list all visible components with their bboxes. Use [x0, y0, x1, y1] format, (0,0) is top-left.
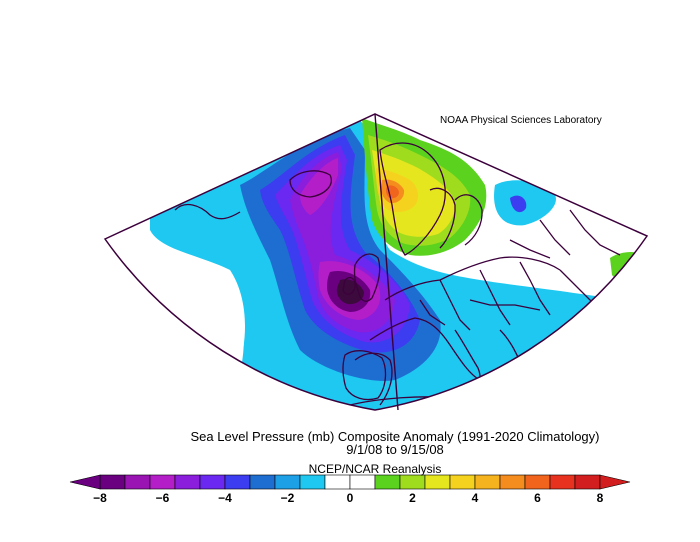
colorbar-swatch: [199, 474, 226, 490]
map-sector-outline: [103, 113, 649, 411]
colorbar-tick-label: 2: [409, 491, 416, 505]
colorbar-tick-label: −2: [281, 491, 295, 505]
colorbar-tick-label: 8: [597, 491, 604, 505]
colorbar-swatch: [424, 474, 451, 490]
colorbar-arrow-low: [69, 474, 101, 490]
colorbar-swatch: [249, 474, 276, 490]
colorbar-swatch: [149, 474, 176, 490]
colorbar-swatch: [574, 474, 601, 490]
colorbar-swatch: [124, 474, 151, 490]
colorbar-arrow-high: [599, 474, 631, 490]
contour-minus-2-east: [510, 195, 527, 213]
colorbar-swatch: [324, 474, 351, 490]
colorbar-swatch: [174, 474, 201, 490]
colorbar-tick-label: 0: [347, 491, 354, 505]
colorbar-swatch: [499, 474, 526, 490]
colorbar-swatch: [524, 474, 551, 490]
colorbar-swatch: [449, 474, 476, 490]
colorbar-swatch: [374, 474, 401, 490]
chart-title: Sea Level Pressure (mb) Composite Anomal…: [190, 429, 600, 444]
anomaly-contours: [105, 114, 647, 410]
colorbar-swatch: [224, 474, 251, 490]
colorbar-swatch: [99, 474, 126, 490]
colorbar-tick-label: −6: [156, 491, 170, 505]
contour-plus-1-east: [610, 252, 647, 286]
colorbar-tick-label: −8: [93, 491, 107, 505]
colorbar-tick-label: 4: [472, 491, 479, 505]
colorbar-swatch: [349, 474, 376, 490]
colorbar-swatch: [399, 474, 426, 490]
colorbar-swatch: [474, 474, 501, 490]
colorbar-tick-label: 6: [534, 491, 541, 505]
credit-label: NOAA Physical Sciences Laboratory: [440, 115, 602, 126]
map-panel: [103, 113, 649, 411]
date-range-label: 9/1/08 to 9/15/08: [346, 442, 444, 457]
colorbar-swatch: [274, 474, 301, 490]
colorbar-tick-label: −4: [218, 491, 232, 505]
colorbar: −8 −6 −4 −2 0 2 4 6 8: [69, 474, 631, 505]
central-meridian: [374, 113, 399, 411]
colorbar-swatch: [549, 474, 576, 490]
colorbar-swatch: [299, 474, 326, 490]
source-label: NCEP/NCAR Reanalysis: [308, 462, 442, 476]
